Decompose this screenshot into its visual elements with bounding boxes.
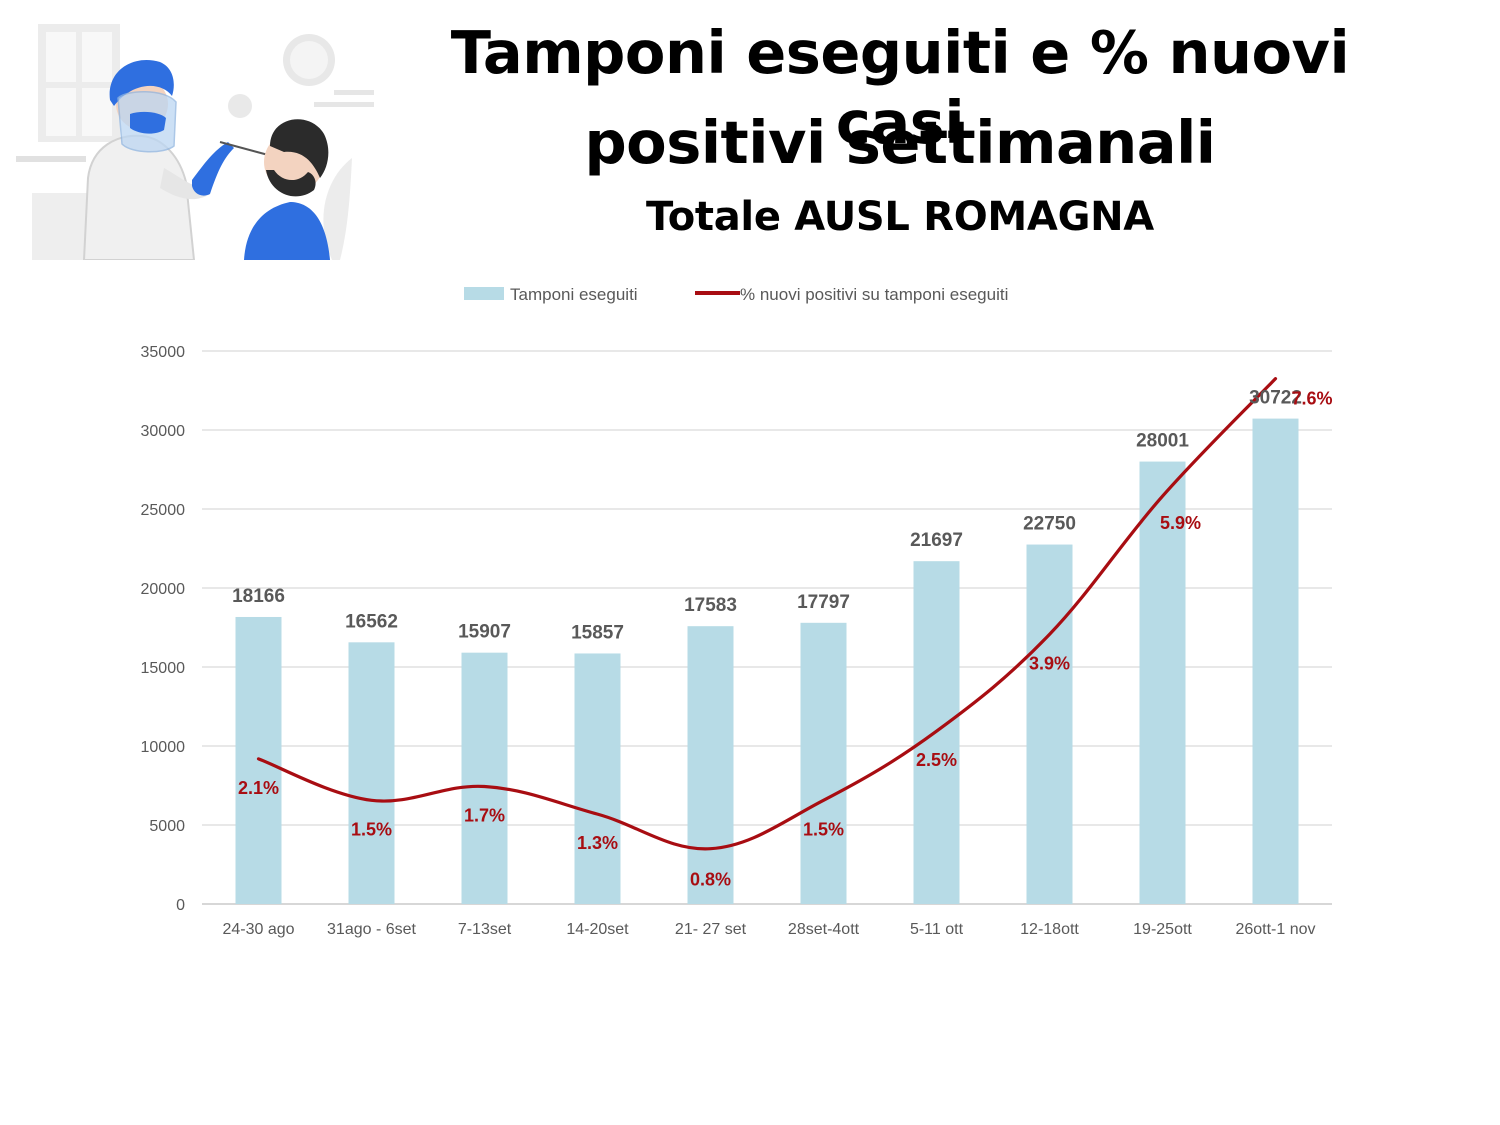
y-axis: 0 5000 10000 15000 20000 25000 30000 35000 [141,344,186,914]
line-data-label: 5.9% [1160,513,1201,533]
legend-label-bars: Tamponi eseguiti [510,285,638,304]
y-tick-label: 20000 [141,581,186,598]
bar-data-label: 21697 [910,530,963,551]
x-tick-label: 7-13set [458,921,512,938]
covid-swab-test-illustration [16,24,374,260]
bar [1139,461,1186,904]
bar-data-label: 18166 [232,586,285,607]
y-tick-label: 5000 [149,818,185,835]
x-tick-label: 5-11 ott [910,921,964,938]
y-tick-label: 15000 [141,660,186,677]
bar [348,642,395,904]
line-data-label: 0.8% [690,870,731,890]
x-tick-label: 14-20set [566,921,629,938]
y-tick-label: 25000 [141,502,186,519]
chart-title-line-2: positivi settimanali [584,108,1216,177]
line-path [256,377,1278,851]
bar [461,652,508,904]
legend-swatch-bars [464,287,504,300]
line-data-label: 1.3% [577,833,618,853]
legend-label-line: % nuovi positivi su tamponi eseguiti [740,285,1008,304]
line-data-label: 3.9% [1029,653,1070,673]
y-tick-label: 10000 [141,739,186,756]
line-data-label: 2.1% [238,778,279,798]
line-data-label: 2.5% [916,750,957,770]
bar-data-label: 30722 [1249,388,1302,409]
line-data-label: 7.6% [1292,389,1333,409]
bar-data-label: 28001 [1136,431,1189,452]
bar-data-label: 15857 [571,622,624,643]
x-tick-label: 21- 27 set [675,921,747,938]
chart-subtitle: Totale AUSL ROMAGNA [646,194,1154,240]
bar-data-label: 17797 [797,592,850,613]
x-axis: 24-30 ago 31ago - 6set 7-13set 14-20set 21- … [222,921,1315,938]
x-tick-label: 19-25ott [1133,921,1192,938]
bar-data-label: 22750 [1023,514,1076,535]
bar [1252,418,1299,904]
bar-data-label: 17583 [684,595,737,616]
x-tick-label: 26ott-1 nov [1235,921,1315,938]
line-data-label: 1.5% [351,819,392,839]
bar [687,626,734,904]
line-data-label: 1.5% [803,819,844,839]
x-tick-label: 24-30 ago [222,921,294,938]
y-tick-label: 30000 [141,423,186,440]
chart-title-line-1: Tamponi eseguiti e % nuovi casi [450,18,1350,157]
y-tick-label: 0 [176,897,185,914]
bar [800,622,847,904]
bar-data-labels: 18166 16562 15907 15857 17583 17797 21697 22750… [232,388,1302,644]
x-tick-label: 12-18ott [1020,921,1079,938]
line-series [256,377,1278,851]
bar-series [235,418,1299,904]
bar [574,653,621,904]
x-tick-label: 28set-4ott [788,921,860,938]
bar [1026,544,1073,904]
chart-legend: Tamponi eseguiti % nuovi positivi su tam… [464,285,1008,304]
bar-data-label: 16562 [345,611,398,632]
bar-data-label: 15907 [458,622,511,643]
y-tick-label: 35000 [141,344,186,361]
line-data-label: 1.7% [464,805,505,825]
x-tick-label: 31ago - 6set [327,921,417,938]
line-data-labels: 2.1% 1.5% 1.7% 1.3% 0.8% 1.5% 2.5% 3.9% 5.9% 7.6% [238,389,1333,890]
